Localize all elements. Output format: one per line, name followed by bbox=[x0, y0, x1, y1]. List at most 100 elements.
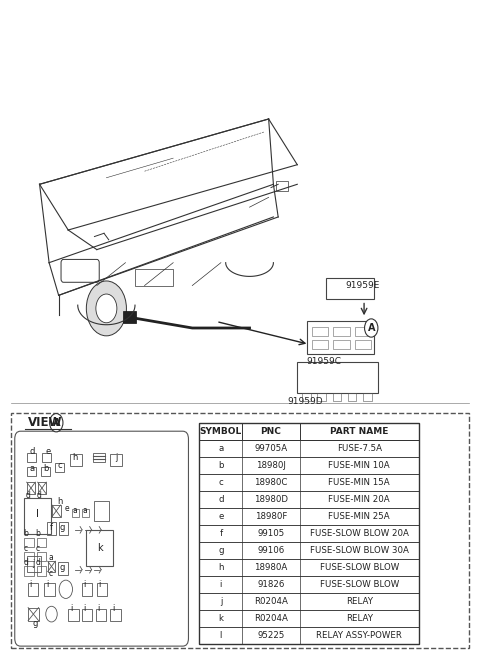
Bar bbox=[24, 552, 34, 561]
Text: i: i bbox=[83, 579, 85, 588]
Text: 18980D: 18980D bbox=[254, 495, 288, 504]
Bar bbox=[333, 340, 350, 349]
Circle shape bbox=[49, 413, 63, 432]
Text: f: f bbox=[49, 523, 52, 532]
Text: c: c bbox=[36, 544, 40, 552]
Text: 99705A: 99705A bbox=[254, 443, 288, 453]
Bar bbox=[199, 592, 419, 609]
Bar bbox=[333, 327, 350, 336]
Bar bbox=[135, 269, 173, 285]
Text: i: i bbox=[46, 579, 48, 588]
Bar bbox=[68, 609, 79, 621]
Text: a: a bbox=[83, 506, 87, 515]
Bar bbox=[59, 522, 68, 535]
Bar bbox=[276, 181, 288, 191]
Bar bbox=[199, 422, 419, 644]
Text: c: c bbox=[57, 461, 62, 470]
Text: A: A bbox=[52, 418, 60, 428]
Text: 91826: 91826 bbox=[257, 579, 285, 588]
Text: b: b bbox=[36, 529, 41, 539]
Bar bbox=[312, 327, 328, 336]
Bar bbox=[199, 457, 419, 474]
Bar bbox=[28, 607, 38, 621]
Text: c: c bbox=[218, 478, 223, 487]
Text: VIEW: VIEW bbox=[28, 416, 62, 429]
Bar bbox=[312, 340, 328, 349]
Text: d: d bbox=[25, 491, 30, 501]
Text: g: g bbox=[60, 563, 65, 571]
Text: k: k bbox=[218, 613, 223, 623]
Bar bbox=[199, 542, 419, 559]
Text: RELAY: RELAY bbox=[346, 596, 373, 605]
Bar bbox=[355, 327, 371, 336]
Text: i: i bbox=[97, 604, 100, 613]
Bar bbox=[27, 482, 35, 494]
Text: 18980A: 18980A bbox=[254, 563, 288, 571]
Bar bbox=[55, 463, 64, 472]
Bar bbox=[326, 277, 373, 298]
Text: h: h bbox=[57, 497, 62, 506]
Text: g: g bbox=[32, 619, 37, 628]
Text: i: i bbox=[83, 604, 85, 613]
Bar bbox=[86, 531, 113, 566]
Bar bbox=[70, 454, 82, 466]
Bar bbox=[36, 566, 46, 575]
Bar bbox=[348, 394, 357, 401]
Bar bbox=[24, 498, 50, 534]
Bar bbox=[93, 453, 105, 462]
Text: j: j bbox=[32, 559, 35, 567]
Text: RELAY: RELAY bbox=[346, 613, 373, 623]
Text: a: a bbox=[73, 506, 78, 515]
Text: A: A bbox=[368, 323, 375, 333]
Text: b: b bbox=[24, 529, 28, 539]
Bar bbox=[317, 394, 326, 401]
Bar bbox=[302, 394, 311, 401]
Bar bbox=[110, 454, 122, 466]
Text: j: j bbox=[220, 596, 222, 605]
Bar bbox=[72, 509, 79, 517]
Bar bbox=[95, 501, 109, 521]
Text: SYMBOL: SYMBOL bbox=[200, 426, 242, 436]
Text: d: d bbox=[36, 491, 41, 501]
Bar bbox=[28, 583, 38, 596]
Bar bbox=[24, 566, 34, 575]
Text: d: d bbox=[24, 558, 28, 567]
Text: j: j bbox=[115, 453, 117, 462]
Text: FUSE-SLOW BLOW: FUSE-SLOW BLOW bbox=[320, 579, 399, 588]
Bar bbox=[47, 522, 56, 535]
Bar bbox=[27, 556, 41, 572]
Text: c: c bbox=[24, 544, 28, 552]
Text: e: e bbox=[218, 512, 224, 521]
Text: d: d bbox=[218, 495, 224, 504]
Bar bbox=[199, 575, 419, 592]
Bar bbox=[199, 440, 419, 457]
Circle shape bbox=[86, 281, 126, 336]
Text: 99106: 99106 bbox=[257, 546, 285, 554]
Text: a: a bbox=[48, 554, 53, 562]
Bar bbox=[199, 525, 419, 542]
Bar bbox=[27, 453, 36, 462]
Text: d: d bbox=[36, 558, 41, 567]
Text: i: i bbox=[98, 579, 101, 588]
Bar bbox=[58, 562, 68, 575]
Bar bbox=[42, 453, 51, 462]
Bar bbox=[82, 583, 92, 596]
Bar bbox=[307, 321, 373, 354]
Text: g: g bbox=[218, 546, 224, 554]
Text: h: h bbox=[218, 563, 224, 571]
Text: 95225: 95225 bbox=[257, 630, 285, 640]
Text: 18980F: 18980F bbox=[255, 512, 287, 521]
Text: 91959D: 91959D bbox=[288, 397, 324, 405]
Text: FUSE-SLOW BLOW: FUSE-SLOW BLOW bbox=[320, 563, 399, 571]
Bar bbox=[37, 482, 46, 494]
Text: 18980C: 18980C bbox=[254, 478, 288, 487]
Bar bbox=[199, 422, 419, 440]
Text: FUSE-MIN 25A: FUSE-MIN 25A bbox=[328, 512, 390, 521]
Text: b: b bbox=[43, 464, 48, 473]
Text: d: d bbox=[30, 447, 35, 456]
Bar bbox=[40, 467, 50, 476]
Text: k: k bbox=[97, 543, 103, 553]
Text: FUSE-SLOW BLOW 30A: FUSE-SLOW BLOW 30A bbox=[310, 546, 409, 554]
Text: 91959C: 91959C bbox=[307, 358, 342, 367]
Bar bbox=[44, 583, 55, 596]
